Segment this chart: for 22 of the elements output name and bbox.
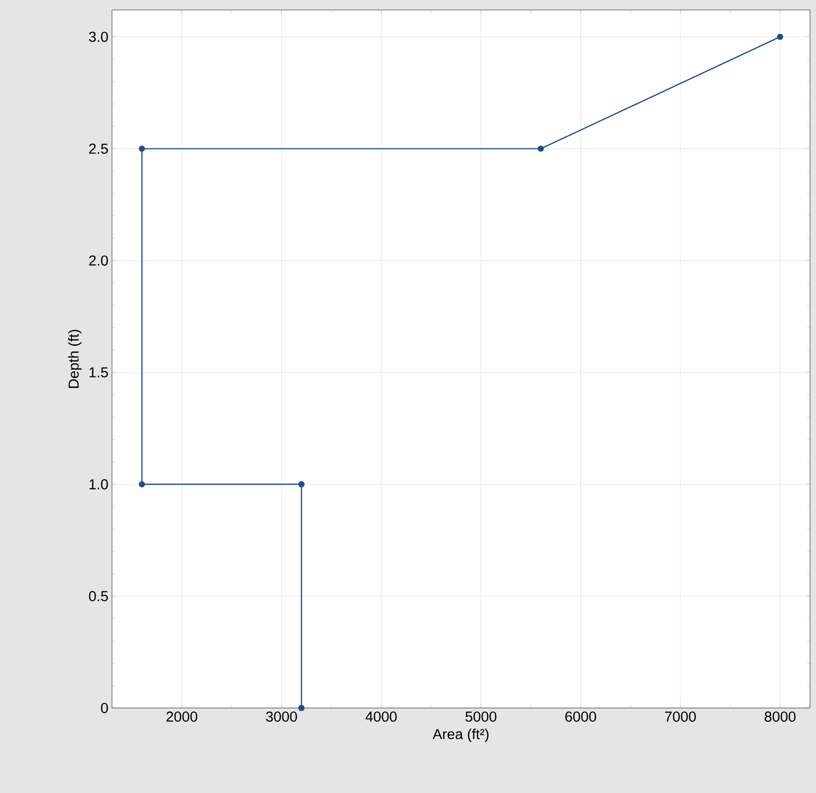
y-tick-label: 0.5 bbox=[89, 591, 108, 602]
y-tick-label: 1.5 bbox=[90, 367, 108, 378]
point bbox=[138, 146, 146, 152]
x-tick-label: 5000 bbox=[466, 712, 496, 722]
y-tick-label: 1.0 bbox=[90, 479, 108, 490]
y-tick-label: 0 bbox=[101, 702, 108, 714]
x-tick-label: 4000 bbox=[366, 712, 397, 722]
x-tick-label: 3000 bbox=[266, 712, 297, 722]
y-tick-label: 2.0 bbox=[89, 255, 108, 266]
y-tick-label: 3.0 bbox=[89, 32, 108, 42]
point bbox=[298, 704, 305, 712]
point bbox=[776, 34, 784, 40]
x-tick-label: 8000 bbox=[764, 712, 796, 722]
x-tick-label: 7000 bbox=[665, 712, 696, 722]
point bbox=[538, 146, 544, 152]
point bbox=[298, 481, 305, 488]
x-axis-title: Area (ft²) bbox=[432, 728, 488, 742]
y-tick-label: 2.5 bbox=[89, 144, 108, 154]
y-axis-title: Depth (ft) bbox=[68, 330, 82, 388]
x-tick-label: 2000 bbox=[166, 712, 198, 722]
point bbox=[138, 481, 146, 488]
x-tick-label: 6000 bbox=[565, 712, 596, 722]
